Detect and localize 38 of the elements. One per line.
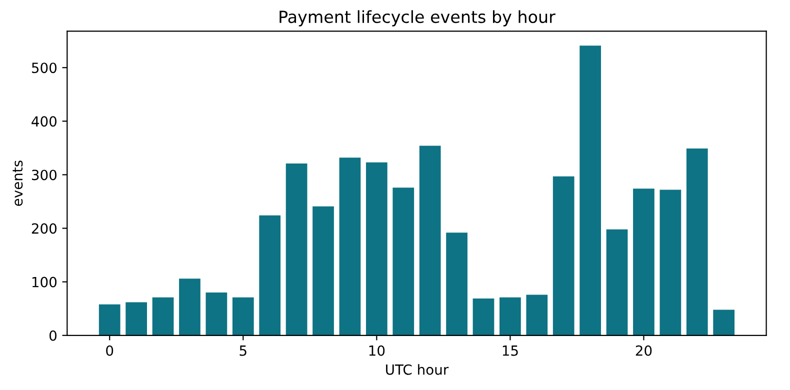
x-axis-title: UTC hour xyxy=(386,364,449,375)
bar xyxy=(526,294,548,336)
bar xyxy=(660,190,682,336)
y-tick-label: 0 xyxy=(50,330,57,341)
bar xyxy=(713,310,735,336)
x-tick-label: 0 xyxy=(106,345,114,356)
x-tick-label: 20 xyxy=(636,345,652,356)
bar xyxy=(98,304,120,336)
bar xyxy=(392,188,414,336)
y-tick-label: 300 xyxy=(32,170,57,180)
bar xyxy=(633,188,654,336)
bar xyxy=(206,292,228,336)
bar xyxy=(152,297,174,336)
bar xyxy=(580,46,601,336)
bar xyxy=(686,148,708,336)
bar xyxy=(286,163,308,336)
bar xyxy=(179,278,200,336)
y-tick-label: 400 xyxy=(32,116,57,127)
y-tick-label: 200 xyxy=(32,223,57,234)
bar xyxy=(259,215,281,336)
x-tick-label: 5 xyxy=(240,346,246,356)
y-tick-label: 100 xyxy=(32,276,57,288)
bar xyxy=(366,162,388,336)
x-tick-label: 10 xyxy=(369,345,385,356)
bar xyxy=(232,297,254,336)
chart-title: Payment lifecycle events by hour xyxy=(280,10,556,26)
y-tick-label: 500 xyxy=(32,62,57,74)
bar xyxy=(339,158,361,336)
bar xyxy=(500,297,521,336)
bar xyxy=(472,298,494,336)
bar xyxy=(446,232,468,336)
y-axis-title: events xyxy=(12,160,23,206)
bar xyxy=(126,302,147,336)
bar xyxy=(552,176,574,336)
bar xyxy=(312,206,334,336)
x-tick-label: 15 xyxy=(502,346,518,356)
bar xyxy=(606,229,628,336)
bar xyxy=(419,146,441,336)
